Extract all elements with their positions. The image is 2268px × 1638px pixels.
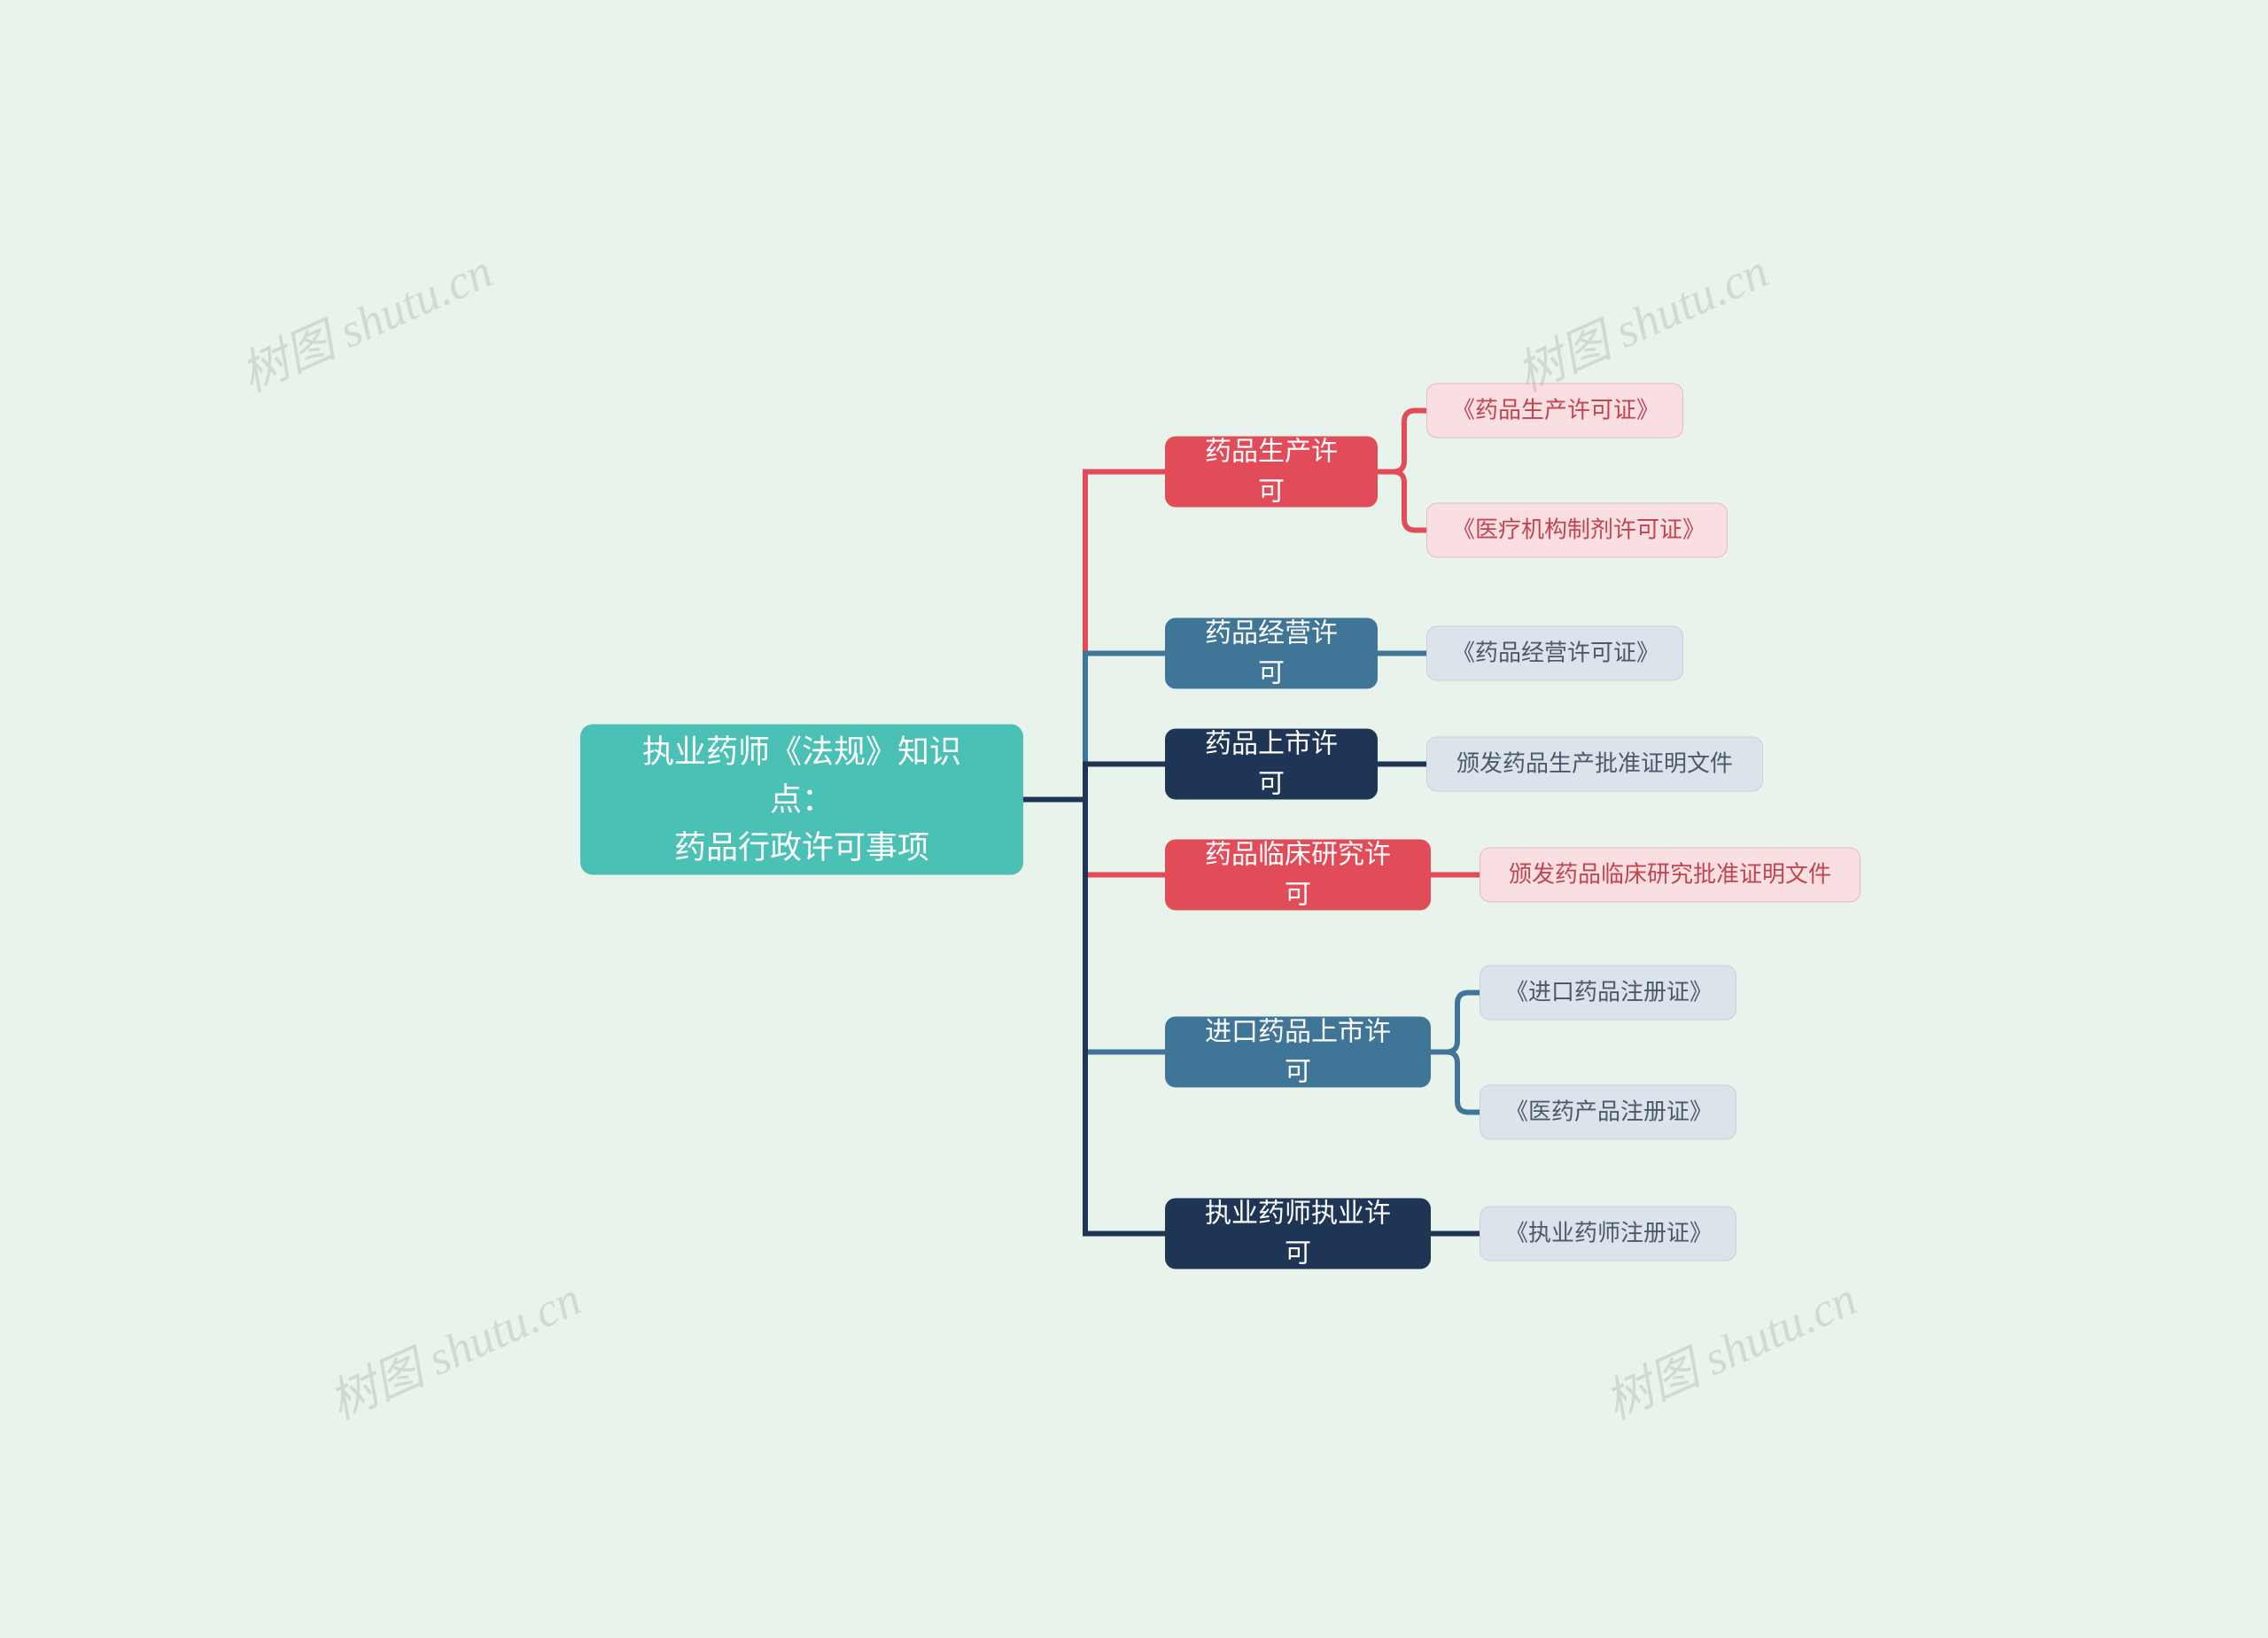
branch-node-2: 药品上市许可 — [1165, 728, 1378, 799]
leaf-node-0-1: 《医疗机构制剂许可证》 — [1426, 502, 1728, 557]
leaf-node-2-0: 颁发药品生产批准证明文件 — [1426, 736, 1763, 791]
leaf-node-4-1: 《医药产品注册证》 — [1480, 1084, 1736, 1139]
branch-node-3: 药品临床研究许可 — [1165, 839, 1431, 910]
root-node: 执业药师《法规》知识点： 药品行政许可事项 — [580, 724, 1023, 874]
branch-node-0: 药品生产许可 — [1165, 436, 1378, 507]
leaf-node-5-0: 《执业药师注册证》 — [1480, 1206, 1736, 1261]
mindmap-canvas: 执业药师《法规》知识点： 药品行政许可事项 药品生产许可《药品生产许可证》《医疗机… — [483, 347, 1785, 1291]
leaf-node-4-0: 《进口药品注册证》 — [1480, 965, 1736, 1020]
branch-node-1: 药品经营许可 — [1165, 617, 1378, 688]
branch-node-4: 进口药品上市许可 — [1165, 1016, 1431, 1087]
leaf-node-0-0: 《药品生产许可证》 — [1426, 383, 1683, 438]
branch-node-5: 执业药师执业许可 — [1165, 1198, 1431, 1269]
leaf-node-1-0: 《药品经营许可证》 — [1426, 625, 1683, 680]
leaf-node-3-0: 颁发药品临床研究批准证明文件 — [1480, 847, 1860, 902]
watermark-0: 树图 shutu.cn — [228, 232, 501, 405]
